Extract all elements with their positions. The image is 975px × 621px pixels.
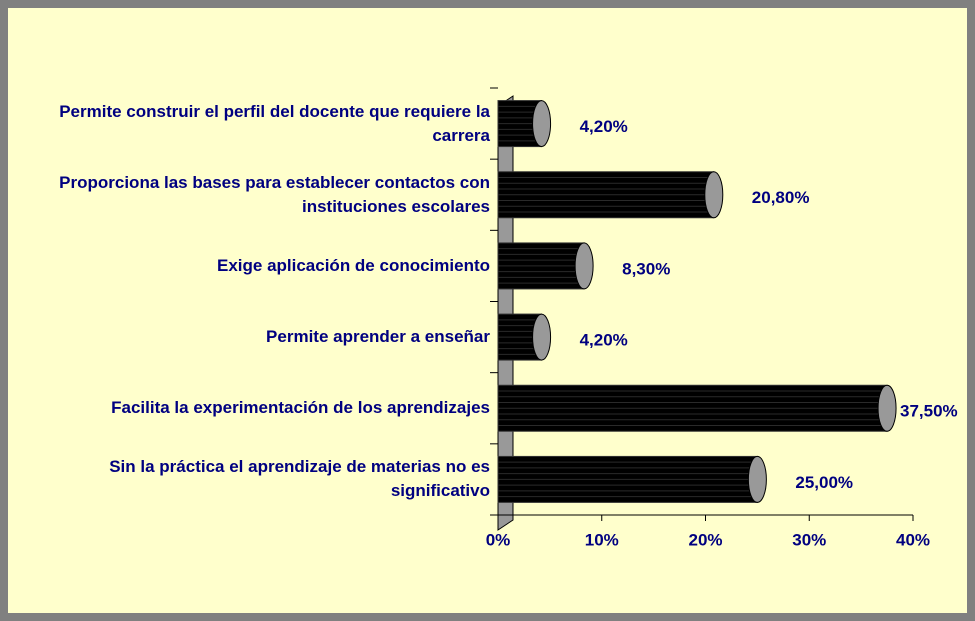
value-label: 37,50%	[900, 402, 958, 421]
x-tick-label: 20%	[688, 530, 722, 549]
value-label: 20,80%	[752, 188, 810, 207]
category-label: Sin la práctica el aprendizaje de materi…	[109, 457, 490, 501]
bar-cap	[532, 100, 552, 148]
value-label: 25,00%	[795, 473, 853, 492]
x-tick-label: 30%	[792, 530, 826, 549]
category-label: Proporciona las bases para establecer co…	[59, 172, 490, 216]
category-label: Facilita la experimentación de los apren…	[111, 398, 490, 418]
x-tick-label: 10%	[585, 530, 619, 549]
x-tick-label: 0%	[486, 530, 511, 549]
bar-cap	[574, 242, 594, 290]
bar-cap	[704, 171, 724, 219]
bar-cap	[747, 455, 767, 503]
value-label: 4,20%	[580, 331, 628, 350]
bar-cap	[532, 313, 552, 361]
x-tick-label: 40%	[896, 530, 930, 549]
category-label: Exige aplicación de conocimiento	[216, 255, 490, 275]
value-label: 8,30%	[622, 259, 670, 278]
value-label: 4,20%	[580, 117, 628, 136]
bar-cap	[877, 384, 897, 432]
category-label: Permite aprender a enseñar	[266, 327, 490, 347]
category-label: Permite construir el perfil del docente …	[59, 101, 490, 145]
